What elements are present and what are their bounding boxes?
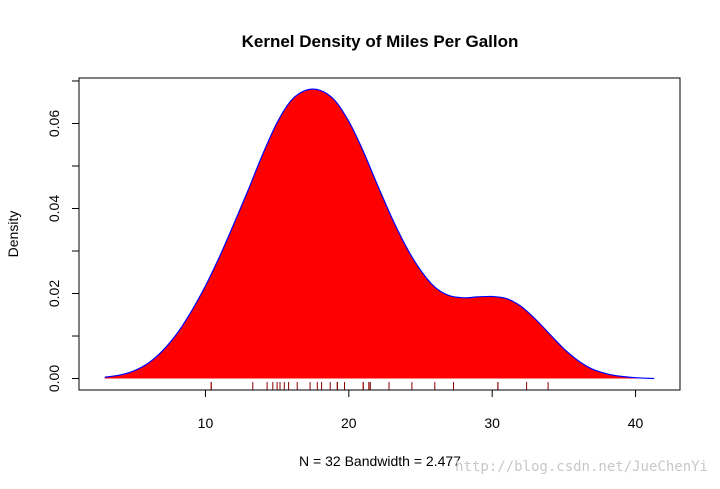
y-tick-label: 0.06 xyxy=(46,110,62,137)
x-tick-label: 40 xyxy=(628,415,644,431)
y-tick-label: 0.02 xyxy=(46,280,62,307)
density-area xyxy=(104,89,655,379)
y-axis-label: Density xyxy=(5,211,21,258)
watermark: http://blog.csdn.net/JueChenYi xyxy=(455,459,708,475)
x-tick-label: 30 xyxy=(484,415,500,431)
x-axis: 10 20 30 40 xyxy=(198,389,644,431)
density-line xyxy=(104,88,655,380)
y-tick-label: 0.00 xyxy=(46,365,62,392)
plot-layer xyxy=(104,88,655,390)
y-tick-label: 0.04 xyxy=(46,195,62,222)
x-tick-label: 20 xyxy=(341,415,357,431)
x-tick-label: 10 xyxy=(198,415,214,431)
x-axis-label: N = 32 Bandwidth = 2.477 xyxy=(299,453,461,469)
chart-title: Kernel Density of Miles Per Gallon xyxy=(242,32,519,51)
y-axis: 0.00 0.02 0.04 0.06 xyxy=(46,80,80,392)
